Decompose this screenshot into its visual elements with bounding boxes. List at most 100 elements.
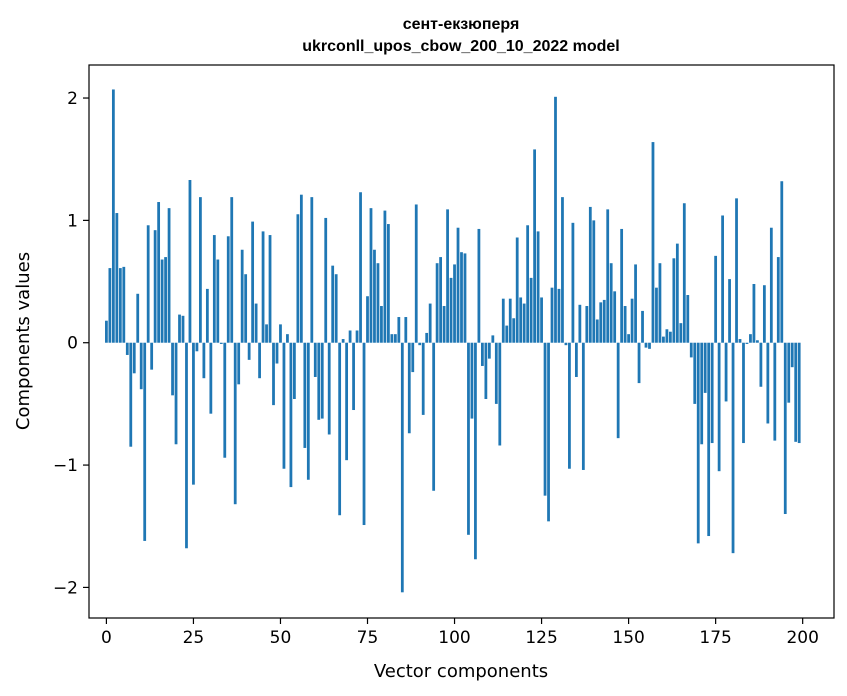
x-tick-label: 100 (438, 628, 470, 648)
bar-165 (679, 323, 683, 343)
bar-64 (327, 342, 331, 435)
bar-36 (230, 197, 234, 343)
bar-48 (272, 342, 275, 406)
x-axis-ticks: 0 25 50 75 100 125 150 175 200 (101, 618, 819, 648)
bar-169 (693, 342, 697, 404)
bar-24 (188, 180, 192, 343)
bar-71 (352, 342, 355, 411)
bar-186 (752, 283, 756, 343)
bar-67 (338, 342, 342, 516)
bar-185 (749, 334, 752, 343)
bar-175 (714, 255, 718, 343)
bar-11 (143, 342, 147, 541)
bar-145 (609, 263, 613, 343)
bar-65 (331, 265, 335, 343)
bar-152 (634, 264, 637, 343)
bar-0 (105, 320, 108, 343)
bars-group (105, 89, 801, 593)
bar-84 (397, 317, 401, 343)
y-tick-label: −2 (53, 578, 78, 598)
bar-189 (762, 285, 766, 343)
bar-49 (275, 342, 279, 364)
bar-190 (766, 342, 770, 424)
bar-142 (599, 302, 603, 343)
bar-37 (233, 342, 237, 505)
bar-60 (313, 342, 317, 377)
bar-159 (658, 263, 662, 343)
bar-146 (613, 291, 617, 343)
bar-184 (745, 342, 749, 344)
bar-140 (592, 220, 596, 343)
bar-2 (111, 89, 115, 343)
bar-5 (122, 266, 126, 343)
bar-43 (254, 303, 258, 343)
bar-61 (317, 342, 321, 420)
bar-112 (494, 342, 498, 404)
bar-195 (783, 342, 787, 515)
bar-197 (790, 342, 794, 368)
bar-198 (794, 342, 798, 442)
bar-176 (717, 342, 721, 472)
bar-85 (400, 342, 404, 593)
x-axis-label: Vector components (374, 661, 548, 682)
bar-132 (564, 342, 568, 346)
bar-58 (306, 342, 310, 480)
bar-157 (651, 142, 655, 343)
bar-33 (219, 342, 223, 344)
bar-80 (383, 210, 387, 343)
bar-179 (728, 279, 731, 343)
bar-4 (118, 268, 122, 343)
bar-15 (157, 202, 161, 343)
bar-135 (574, 342, 578, 377)
bar-125 (540, 297, 543, 343)
bar-196 (787, 342, 791, 403)
bar-171 (700, 342, 704, 445)
x-tick-label: 200 (786, 628, 818, 648)
bar-180 (731, 342, 735, 554)
bar-79 (380, 306, 383, 343)
chart-title: сент-екзюперя (403, 16, 520, 33)
bar-74 (362, 342, 366, 526)
bar-117 (512, 318, 516, 343)
bar-29 (205, 288, 209, 343)
x-tick-label: 50 (270, 628, 292, 648)
bar-73 (359, 192, 362, 343)
bar-199 (797, 342, 801, 444)
bar-177 (721, 215, 724, 343)
bar-148 (620, 228, 624, 343)
bar-34 (223, 342, 227, 458)
bar-47 (268, 235, 272, 343)
bar-104 (467, 342, 470, 535)
bar-16 (160, 259, 164, 343)
bar-182 (738, 339, 742, 343)
bar-134 (571, 222, 575, 343)
bar-18 (167, 208, 171, 343)
bar-97 (442, 306, 446, 343)
bar-141 (595, 319, 599, 343)
bar-57 (303, 342, 307, 448)
bar-52 (286, 334, 289, 343)
bar-127 (547, 342, 550, 522)
bar-192 (773, 342, 777, 441)
bar-133 (568, 342, 571, 469)
bar-100 (453, 264, 456, 343)
bar-88 (411, 342, 415, 373)
bar-115 (505, 325, 509, 343)
bar-25 (192, 342, 195, 485)
bar-129 (554, 96, 557, 343)
bar-1 (108, 268, 112, 343)
bar-109 (484, 342, 488, 400)
bar-90 (418, 342, 422, 346)
bar-105 (470, 342, 474, 419)
bar-92 (425, 332, 429, 343)
bar-174 (710, 342, 714, 444)
bar-91 (421, 342, 425, 415)
bar-168 (689, 342, 693, 358)
bar-191 (769, 227, 773, 343)
x-tick-label: 25 (183, 628, 205, 648)
bar-28 (202, 342, 206, 379)
bar-161 (665, 329, 669, 343)
bar-30 (209, 342, 213, 414)
bar-121 (526, 225, 530, 343)
